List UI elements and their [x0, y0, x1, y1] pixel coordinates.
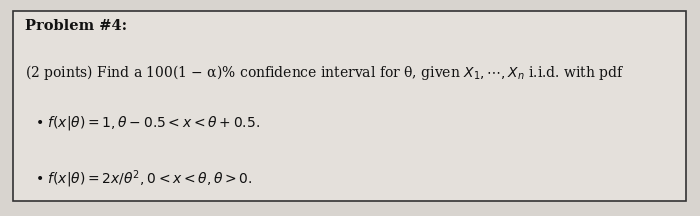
Text: • $f(x|\theta) = 1, \theta - 0.5 < x < \theta + 0.5.$: • $f(x|\theta) = 1, \theta - 0.5 < x < \…	[35, 114, 260, 132]
Bar	[13, 11, 686, 201]
Text: Problem #4:: Problem #4:	[25, 19, 127, 33]
Text: • $f(x|\theta) = 2x/\theta^2, 0 < x < \theta, \theta > 0.$: • $f(x|\theta) = 2x/\theta^2, 0 < x < \t…	[35, 168, 253, 190]
Text: (2 points) Find a 100(1 − α)% confidence interval for θ, given $X_1, \cdots ,X_n: (2 points) Find a 100(1 − α)% confidence…	[25, 63, 625, 82]
